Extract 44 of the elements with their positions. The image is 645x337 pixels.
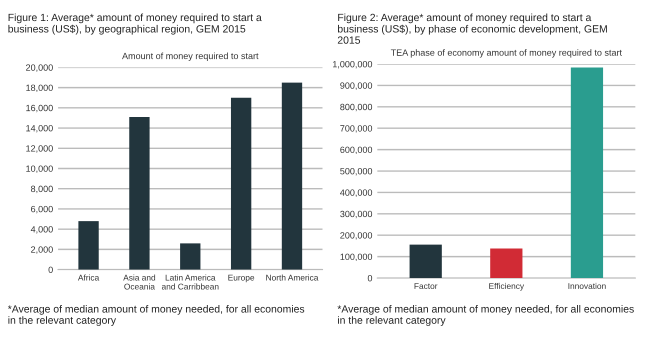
x-tick-label: Latin America and Carribbean: [162, 274, 218, 290]
chart-title: Figure 2: Average* amount of money required to start a business (US$), by phase of economic development, GEM 2015: [338, 13, 607, 44]
bar: [180, 243, 200, 270]
y-tick-label: 14,000: [26, 125, 53, 132]
bar: [78, 221, 99, 270]
y-tick-label: 700,000: [340, 125, 372, 133]
x-tick-label: Asia and Oceania: [123, 274, 156, 290]
y-tick-label: 0: [48, 266, 53, 273]
x-tick-label: Africa: [78, 274, 100, 281]
x-tick-label: North America: [266, 274, 318, 281]
y-tick-label: 0: [368, 274, 372, 282]
text: *Average of median amount of money needed, for all economies in the relevant category: [338, 304, 634, 326]
bar: [230, 98, 252, 270]
bar: [282, 82, 302, 270]
x-tick-label: Efficiency: [489, 282, 524, 291]
chart-subtitle: Amount of money required to start: [122, 52, 258, 61]
text: *Average of median amount of money needed, for all economies in the relevant category: [8, 304, 304, 326]
bar: [570, 67, 604, 278]
y-tick-label: 2,000: [31, 246, 53, 254]
y-tick-label: 400,000: [340, 189, 372, 197]
chart-title: Figure 1: Average* amount of money required to start a business (US$), by geographical region, GEM 2015: [8, 13, 262, 35]
y-tick-label: 800,000: [340, 104, 372, 112]
y-tick-label: 100,000: [340, 254, 372, 262]
bar: [129, 116, 150, 270]
y-tick-label: 300,000: [340, 210, 372, 218]
x-tick-label: Factor: [414, 283, 438, 290]
bar: [490, 248, 522, 278]
y-tick-label: 6,000: [31, 206, 53, 214]
bar: [410, 244, 442, 278]
y-tick-label: 16,000: [26, 104, 53, 112]
y-tick-label: 10,000: [26, 165, 53, 173]
chart-subtitle: TEA phase of economy amount of money required to start: [390, 49, 622, 58]
y-tick-label: 8,000: [30, 186, 53, 194]
y-tick-label: 12,000: [26, 145, 53, 153]
y-tick-label: 500,000: [340, 168, 372, 176]
y-tick-label: 1,000,000: [332, 60, 372, 68]
y-tick-label: 200,000: [340, 232, 372, 240]
y-tick-label: 20,000: [26, 64, 53, 72]
x-tick-label: Innovation: [568, 282, 606, 290]
x-tick-label: Europe: [228, 274, 254, 282]
y-tick-label: 4,000: [30, 226, 53, 234]
y-tick-label: 18,000: [26, 84, 53, 92]
y-tick-label: 900,000: [340, 82, 372, 90]
y-tick-label: 600,000: [340, 146, 372, 154]
